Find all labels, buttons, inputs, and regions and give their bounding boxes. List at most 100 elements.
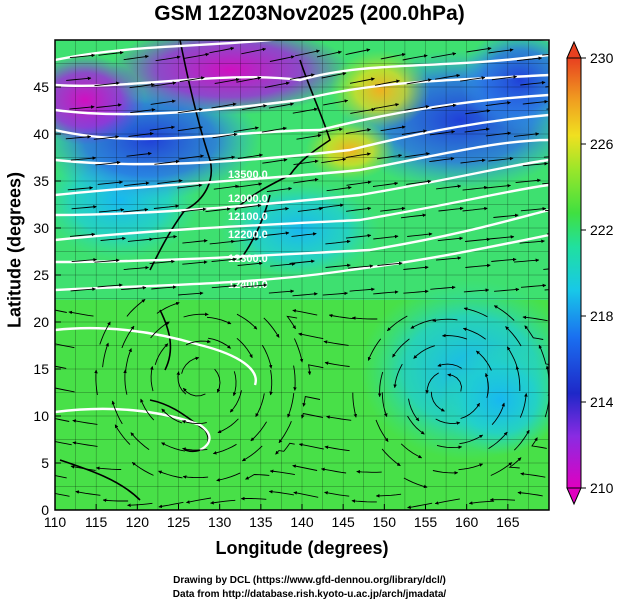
streamline <box>437 236 464 242</box>
streamline <box>506 346 519 370</box>
contour-label: 12200.0 <box>228 229 268 241</box>
streamline <box>55 387 75 393</box>
streamline <box>150 321 170 339</box>
streamline <box>392 338 410 358</box>
streamline <box>463 288 490 293</box>
y-tick-label: 40 <box>33 126 49 142</box>
streamline <box>373 234 399 240</box>
streamline <box>268 489 294 496</box>
colorbar-tick-label: 210 <box>590 480 614 496</box>
streamline <box>346 206 372 212</box>
streamline <box>485 183 511 189</box>
streamline <box>476 350 492 371</box>
streamline <box>463 307 488 318</box>
streamline <box>263 206 289 212</box>
streamline <box>407 415 425 435</box>
y-tick-label: 0 <box>41 502 49 518</box>
streamline <box>381 392 388 418</box>
streamline <box>211 284 238 289</box>
streamline <box>181 356 200 374</box>
streamline <box>381 448 401 467</box>
streamline <box>292 107 318 114</box>
y-tick-label: 45 <box>33 79 49 95</box>
streamline <box>435 256 462 261</box>
streamline <box>126 151 152 157</box>
streamline <box>126 299 146 317</box>
streamline <box>177 183 203 189</box>
streamline <box>182 475 209 479</box>
streamline <box>488 156 514 162</box>
streamline <box>434 498 460 505</box>
y-tick-label: 30 <box>33 220 49 236</box>
streamline <box>291 232 317 237</box>
streamline <box>237 261 263 266</box>
streamline <box>493 213 519 218</box>
streamline <box>520 80 546 86</box>
contour-label: 13500.0 <box>228 169 268 181</box>
streamline <box>460 76 486 82</box>
streamline <box>68 310 94 317</box>
streamline <box>325 263 351 268</box>
streamline <box>307 364 324 376</box>
streamline <box>233 237 259 242</box>
streamline <box>513 132 540 137</box>
streamline <box>155 55 181 62</box>
streamline <box>462 206 488 212</box>
streamline <box>513 429 530 451</box>
streamline <box>345 152 371 158</box>
streamline <box>349 287 375 292</box>
streamline <box>140 398 155 421</box>
x-tick-label: 140 <box>290 514 314 530</box>
streamline <box>94 81 120 87</box>
streamline <box>376 153 403 160</box>
x-tick-label: 160 <box>455 514 479 530</box>
streamline <box>488 48 514 54</box>
streamline <box>462 185 488 191</box>
streamline <box>432 470 459 475</box>
colorbar-max-arrow <box>566 40 582 59</box>
streamline <box>261 344 273 369</box>
streamline <box>346 180 372 186</box>
streamline <box>323 340 349 346</box>
streamline <box>149 259 175 265</box>
streamline <box>287 393 295 418</box>
field-layer: 13500.0 12000.0 12100.0 12200.0 12300.0 … <box>55 40 549 510</box>
streamline <box>351 316 378 320</box>
streamline <box>123 207 149 213</box>
streamline <box>519 239 545 244</box>
streamline <box>485 101 511 107</box>
y-tick-label: 25 <box>33 267 49 283</box>
streamline <box>150 99 176 105</box>
height-contours <box>55 40 549 452</box>
x-tick-label: 120 <box>126 514 150 530</box>
streamline <box>432 318 458 322</box>
colorbar-tick-label: 226 <box>590 136 614 152</box>
streamline <box>406 78 432 85</box>
y-tick-label: 10 <box>33 408 49 424</box>
streamline <box>292 292 318 297</box>
streamline <box>348 264 374 269</box>
streamline <box>515 365 521 391</box>
streamline <box>98 50 124 56</box>
streamline <box>209 239 235 245</box>
streamline <box>356 469 382 474</box>
streamline <box>241 283 268 288</box>
streamline <box>157 179 183 184</box>
streamline <box>491 75 518 81</box>
streamline <box>403 265 429 270</box>
streamline <box>442 333 468 340</box>
streamline <box>462 327 486 340</box>
streamline <box>149 125 175 131</box>
streamline <box>161 442 185 452</box>
contour-label: 12400.0 <box>228 279 268 291</box>
streamline <box>431 103 457 110</box>
streamline <box>127 237 154 242</box>
streamline <box>522 99 549 105</box>
streamline <box>403 289 429 294</box>
streamline <box>278 421 292 444</box>
streamline <box>179 76 205 83</box>
streamline <box>466 46 492 53</box>
streamline <box>269 370 273 396</box>
streamline <box>151 234 178 240</box>
streamline <box>515 178 541 184</box>
